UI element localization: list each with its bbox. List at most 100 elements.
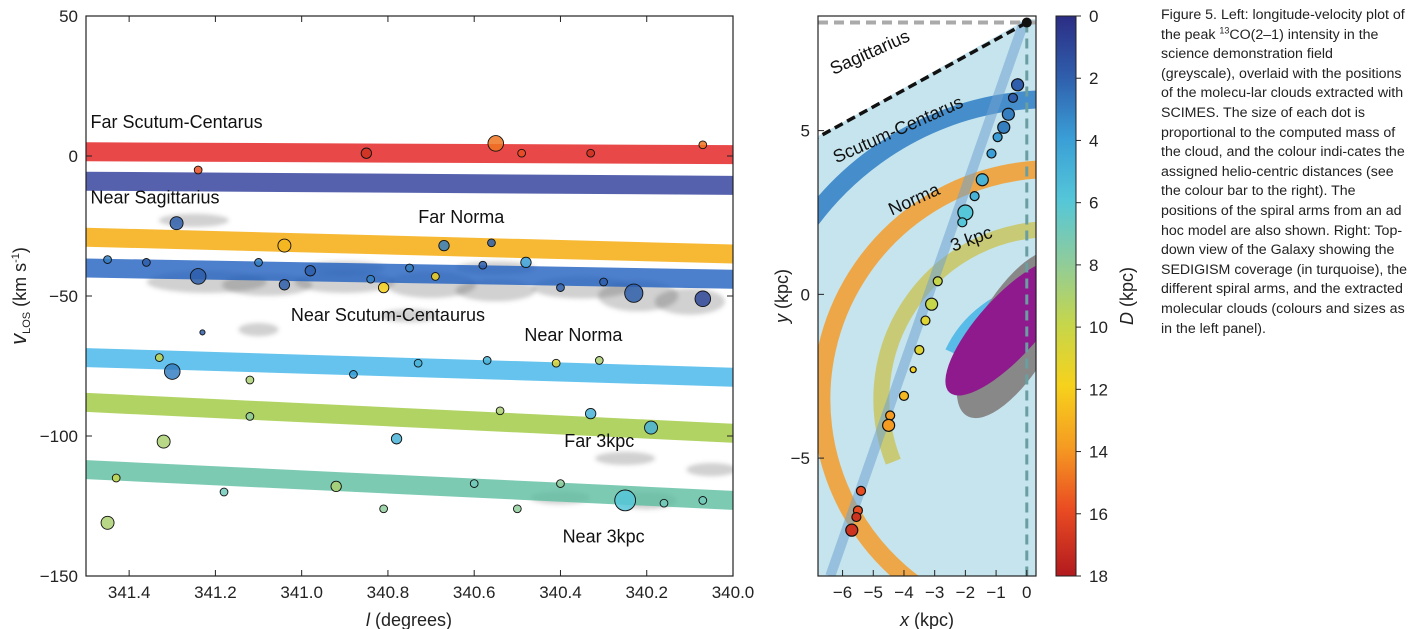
lv-plot: 341.4 341.2 341.0 340.8 340.6 340.4 340.2 340.0…	[6, 7, 754, 629]
lv-cloud-point	[164, 363, 181, 380]
lv-cloud-point	[413, 358, 423, 368]
colorbar-tick-label: 10	[1089, 318, 1108, 337]
lv-cloud-point	[599, 277, 608, 287]
lv-cloud-point	[245, 375, 255, 385]
topdown-cloud-point	[909, 366, 917, 374]
topdown-cloud-point	[882, 418, 896, 432]
lv-ylabel: vLOS (km s-1)	[6, 247, 33, 345]
topdown-cloud-point	[914, 344, 925, 356]
arm-band	[86, 392, 733, 443]
colorbar-label: D (kpc)	[1117, 267, 1137, 325]
topdown-ytick-label: 0	[801, 285, 810, 304]
lv-cloud-point	[478, 260, 488, 270]
topdown-cloud-point	[992, 132, 1003, 143]
lv-cloud-point	[154, 353, 164, 362]
topdown-xtick-label: −5	[864, 583, 883, 602]
lv-cloud-point	[245, 412, 255, 421]
lv-cloud-markers	[100, 135, 712, 530]
lv-arm-label: Far 3kpc	[564, 431, 634, 451]
lv-ytick-label: 0	[69, 147, 78, 166]
lv-arm-label: Far Norma	[418, 207, 505, 227]
lv-xtick-label: 341.2	[194, 583, 237, 602]
colorbar-tick-label: 18	[1089, 567, 1108, 586]
colorbar-tick-label: 4	[1089, 131, 1098, 150]
lv-cloud-point	[189, 268, 207, 285]
lv-cloud-point	[199, 329, 206, 336]
lv-cloud-point	[330, 480, 342, 493]
lv-ytick-label: −50	[49, 287, 78, 306]
lv-cloud-point	[482, 356, 492, 365]
lv-cloud-point	[487, 238, 496, 248]
topdown-cloud-point	[975, 173, 989, 187]
topdown-cloud-point	[997, 120, 1011, 134]
topdown-cloud-markers	[845, 78, 1025, 537]
emission-blob	[686, 463, 733, 477]
lv-cloud-point	[487, 135, 505, 152]
lv-arm-label: Far Scutum-Centarus	[91, 112, 263, 132]
topdown-cloud-point	[855, 485, 867, 496]
arm-band	[86, 227, 733, 264]
lv-ytick-label: −100	[40, 427, 78, 446]
lv-cloud-point	[111, 473, 121, 483]
topdown-cloud-point	[885, 410, 896, 421]
lv-axis-ticks: 341.4 341.2 341.0 340.8 340.6 340.4 340.2 340.0…	[40, 7, 755, 602]
lv-cloud-point	[438, 239, 450, 252]
distance-colorbar: 0 2 4 6 8 10 12 14 16 18 D (kpc)	[1055, 7, 1137, 586]
lv-cloud-point	[644, 420, 658, 435]
topdown-xtick-label: −4	[894, 583, 913, 602]
colorbar-tick-label: 14	[1089, 443, 1108, 462]
lv-cloud-point	[278, 279, 291, 291]
topdown-axis-ticks: −6 −5 −4 −3 −2 −1 0 5 0 −5	[791, 122, 1032, 602]
figure-canvas: 341.4 341.2 341.0 340.8 340.6 340.4 340.2 340.0…	[6, 7, 1137, 629]
caption-text-part2: CO(2–1) intensity in the science demonst…	[1161, 26, 1408, 337]
colorbar-gradient	[1055, 15, 1077, 577]
colorbar-ticks: 0 2 4 6 8 10 12 14 16 18	[1076, 7, 1108, 586]
lv-cloud-point	[517, 148, 526, 158]
topdown-cloud-point	[969, 191, 980, 202]
sun-marker	[1021, 17, 1032, 28]
topdown-cloud-point	[898, 390, 910, 401]
topdown-cloud-point	[932, 276, 943, 287]
topdown-cloud-point	[1001, 107, 1015, 121]
colorbar-tick-label: 16	[1089, 505, 1108, 524]
lv-xtick-label: 340.4	[539, 583, 582, 602]
lv-cloud-point	[193, 165, 203, 175]
lv-cloud-point	[556, 283, 565, 292]
topdown-xtick-label: −6	[833, 583, 852, 602]
arm-band	[86, 348, 733, 387]
lv-cloud-point	[512, 504, 522, 514]
lv-cloud-point	[360, 147, 373, 159]
emission-blob	[654, 288, 725, 315]
emission-blob	[595, 451, 656, 465]
topdown-cloud-point	[925, 297, 939, 311]
lv-arm-label: Near 3kpc	[563, 526, 645, 546]
topdown-cloud-point	[920, 315, 931, 326]
lv-arm-label: Near Scutum-Centaurus	[291, 305, 485, 325]
caption-text-part1: Left: longitude-velocity plot of the pea…	[1161, 7, 1405, 43]
lv-cloud-point	[585, 407, 597, 420]
topdown-ytick-label: 5	[801, 122, 810, 141]
topdown-ylabel: y (kpc)	[772, 269, 792, 325]
topdown-xtick-label: 0	[1022, 583, 1031, 602]
colorbar-tick-label: 8	[1089, 256, 1098, 275]
lv-cloud-point	[556, 479, 565, 488]
arm-band	[86, 171, 733, 195]
lv-cloud-point	[614, 489, 637, 512]
lv-cloud-point	[520, 256, 532, 269]
caption-figure-label: Figure 5.	[1161, 7, 1217, 23]
lv-xtick-label: 341.0	[280, 583, 323, 602]
sightline-band	[825, 20, 1029, 576]
lv-cloud-point	[390, 433, 403, 445]
arm-band	[86, 460, 733, 510]
lv-arm-labels: Far Scutum-Centarus Near Sagittarius Far N…	[90, 112, 644, 546]
emission-blob	[158, 213, 229, 227]
lv-cloud-point	[659, 498, 669, 508]
lv-cloud-point	[100, 515, 115, 530]
lv-ytick-label: −150	[40, 567, 78, 586]
topdown-cloud-point	[845, 523, 859, 537]
colorbar-tick-label: 12	[1089, 380, 1108, 399]
topdown-plot-frame	[817, 15, 1037, 577]
coverage-edge-dashed	[818, 21, 1028, 139]
topdown-xtick-label: −2	[956, 583, 975, 602]
